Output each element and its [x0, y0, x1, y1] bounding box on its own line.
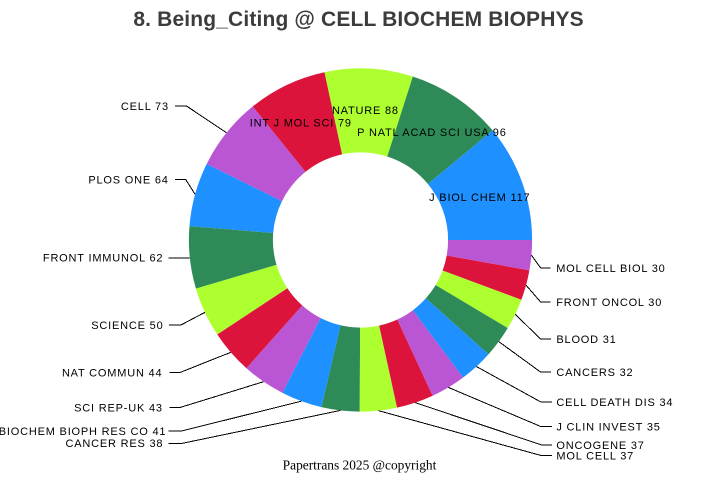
svg-text:Papertrans 2025 @copyright: Papertrans 2025 @copyright	[283, 458, 437, 473]
svg-text:BLOOD 31: BLOOD 31	[556, 334, 616, 346]
svg-text:CELL 73: CELL 73	[121, 101, 169, 113]
svg-text:MOL CELL BIOL 30: MOL CELL BIOL 30	[556, 263, 665, 275]
svg-text:CELL DEATH DIS 34: CELL DEATH DIS 34	[556, 397, 673, 409]
svg-text:PLOS ONE 64: PLOS ONE 64	[88, 174, 168, 186]
svg-text:J CLIN INVEST 35: J CLIN INVEST 35	[556, 422, 660, 434]
svg-text:SCIENCE 50: SCIENCE 50	[91, 320, 163, 332]
svg-text:J BIOL CHEM 117: J BIOL CHEM 117	[429, 192, 530, 204]
svg-text:ONCOGENE 37: ONCOGENE 37	[556, 440, 644, 452]
svg-text:FRONT ONCOL 30: FRONT ONCOL 30	[556, 297, 662, 309]
svg-text:CANCERS 32: CANCERS 32	[556, 367, 633, 379]
svg-text:NAT COMMUN 44: NAT COMMUN 44	[62, 367, 162, 379]
svg-text:P NATL ACAD SCI USA 96: P NATL ACAD SCI USA 96	[357, 127, 506, 139]
svg-text:8. Being_Citing @ CELL BIOCHEM: 8. Being_Citing @ CELL BIOCHEM BIOPHYS	[133, 8, 584, 31]
svg-text:MOL CELL 37: MOL CELL 37	[556, 451, 634, 463]
svg-text:FRONT IMMUNOL 62: FRONT IMMUNOL 62	[43, 253, 163, 265]
svg-text:INT J MOL SCI 79: INT J MOL SCI 79	[250, 118, 352, 130]
svg-text:BIOCHEM BIOPH RES CO 41: BIOCHEM BIOPH RES CO 41	[0, 426, 166, 438]
svg-text:CANCER RES 38: CANCER RES 38	[65, 438, 163, 450]
svg-text:SCI REP-UK 43: SCI REP-UK 43	[74, 402, 163, 414]
svg-text:NATURE 88: NATURE 88	[332, 105, 399, 117]
